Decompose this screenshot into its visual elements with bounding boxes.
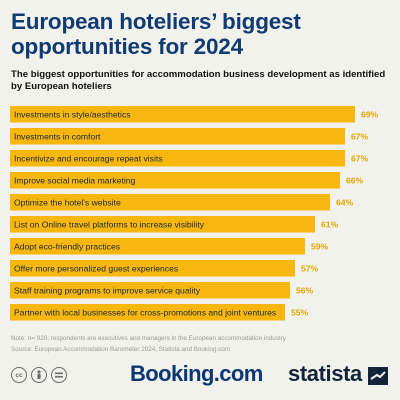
bar	[10, 260, 295, 277]
statista-mark-icon	[368, 367, 388, 385]
cc-icon: cc	[11, 367, 27, 383]
bar-category-label: Improve social media marketing	[14, 175, 136, 185]
bar	[10, 282, 290, 299]
bar	[10, 238, 305, 255]
bar	[10, 172, 340, 189]
booking-logo: Booking.com	[130, 361, 263, 386]
chart-title: European hoteliers’ biggest opportunitie…	[11, 9, 301, 59]
bar-chart: Investments in style/aesthetics 69% Invest…	[10, 106, 379, 321]
bar-value-label: 56%	[296, 285, 314, 295]
no-derivatives-icon	[51, 367, 67, 383]
statista-logo: statista	[288, 361, 362, 386]
bar	[10, 128, 345, 145]
bar-category-label: List on Online travel platforms to incre…	[14, 219, 205, 229]
bar	[10, 304, 285, 321]
bar	[10, 106, 355, 123]
bar-value-label: 61%	[321, 219, 339, 229]
bar-value-label: 59%	[311, 241, 329, 251]
chart-source: Source: European Accommodation Barometer…	[11, 346, 231, 353]
bar-value-label: 57%	[301, 263, 319, 273]
bar	[10, 194, 330, 211]
bar-category-label: Adopt eco-friendly practices	[14, 241, 120, 251]
footer: cc Booking.com statista	[0, 360, 400, 390]
bar-value-label: 64%	[336, 197, 354, 207]
bar-category-label: Staff training programs to improve servi…	[14, 285, 201, 295]
bar-value-label: 67%	[351, 131, 369, 141]
bar-category-label: Partner with local businesses for cross-…	[14, 307, 276, 317]
bar-value-label: 67%	[351, 153, 369, 163]
bar-category-label: Investments in style/aesthetics	[14, 109, 131, 119]
bar	[10, 150, 345, 167]
chart-note: Note: n= 920; respondents are executives…	[11, 335, 286, 342]
bar-category-label: Investments in comfort	[14, 131, 101, 141]
bar-category-label: Incentivize and encourage repeat visits	[14, 153, 163, 163]
bar-value-label: 55%	[291, 307, 309, 317]
bar-category-label: Offer more personalized guest experience…	[14, 263, 178, 273]
bar-category-label: Optimize the hotel's website	[14, 197, 121, 207]
bar-value-label: 69%	[361, 109, 379, 119]
bar-value-label: 66%	[346, 175, 364, 185]
attribution-icon	[31, 367, 47, 383]
chart-subtitle: The biggest opportunities for accommodat…	[11, 69, 386, 92]
bar	[10, 216, 315, 233]
